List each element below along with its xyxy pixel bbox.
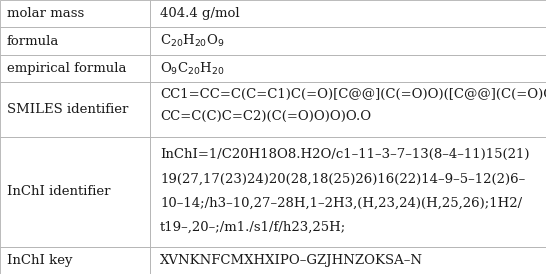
Text: t19–,20–;/m1./s1/f/h23,25H;: t19–,20–;/m1./s1/f/h23,25H; <box>160 221 346 234</box>
Bar <box>0 0 150 27</box>
Text: InChI key: InChI key <box>7 254 72 267</box>
Bar <box>150 0 546 27</box>
Text: 404.4 g/mol: 404.4 g/mol <box>160 7 240 20</box>
Bar <box>0 137 150 247</box>
Bar <box>150 247 546 274</box>
Text: molar mass: molar mass <box>7 7 84 20</box>
Text: 10–14;/h3–10,27–28H,1–2H3,(H,23,24)(H,25,26);1H2/: 10–14;/h3–10,27–28H,1–2H3,(H,23,24)(H,25… <box>160 197 522 210</box>
Text: InChI identifier: InChI identifier <box>7 185 110 198</box>
Bar <box>0 55 150 82</box>
Text: O$_{9}$C$_{20}$H$_{20}$: O$_{9}$C$_{20}$H$_{20}$ <box>160 61 224 76</box>
Bar <box>150 137 546 247</box>
Text: SMILES identifier: SMILES identifier <box>7 103 128 116</box>
Bar <box>150 27 546 55</box>
Text: XVNKNFCMXHXIPO–GZJHNZOKSA–N: XVNKNFCMXHXIPO–GZJHNZOKSA–N <box>160 254 423 267</box>
Bar <box>0 82 150 137</box>
Text: empirical formula: empirical formula <box>7 62 126 75</box>
Bar <box>150 55 546 82</box>
Bar <box>150 82 546 137</box>
Text: C$_{20}$H$_{20}$O$_{9}$: C$_{20}$H$_{20}$O$_{9}$ <box>160 33 224 49</box>
Text: CC=C(C)C=C2)(C(=O)O)O)O.O: CC=C(C)C=C2)(C(=O)O)O)O.O <box>160 110 371 122</box>
Text: formula: formula <box>7 35 59 48</box>
Text: CC1=CC=C(C=C1)C(=O)[C@@](C(=O)O)([C@@](C(=O)C2=: CC1=CC=C(C=C1)C(=O)[C@@](C(=O)O)([C@@](C… <box>160 88 546 101</box>
Text: InChI=1/C20H18O8.H2O/c1–11–3–7–13(8–4–11)15(21): InChI=1/C20H18O8.H2O/c1–11–3–7–13(8–4–11… <box>160 148 530 161</box>
Bar <box>0 247 150 274</box>
Bar <box>0 27 150 55</box>
Text: 19(27,17(23)24)20(28,18(25)26)16(22)14–9–5–12(2)6–: 19(27,17(23)24)20(28,18(25)26)16(22)14–9… <box>160 172 525 185</box>
